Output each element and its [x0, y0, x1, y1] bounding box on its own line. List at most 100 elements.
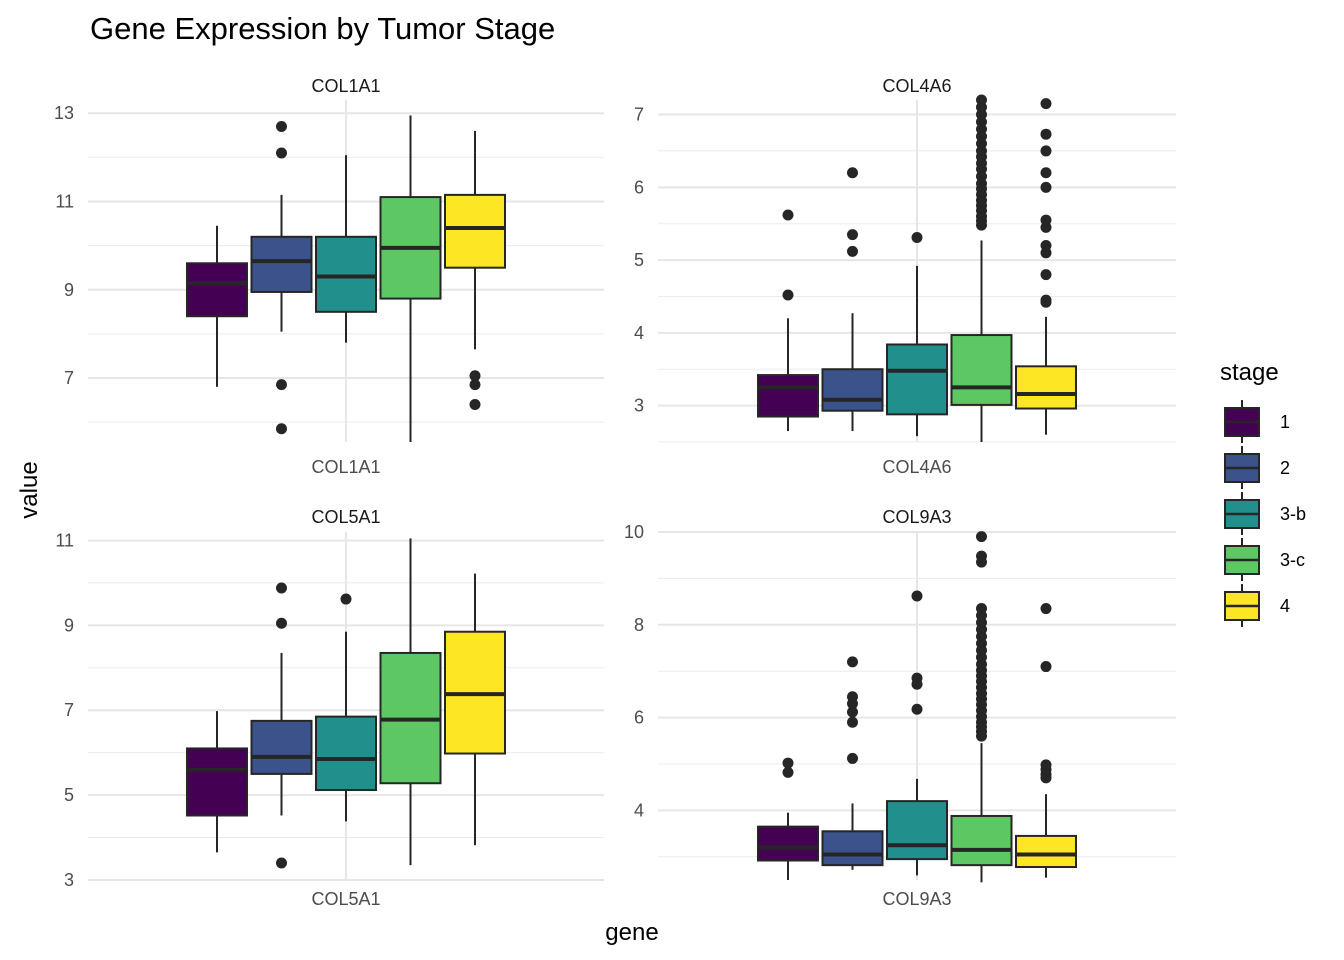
box-stage-4 [1015, 603, 1077, 878]
outlier-point [276, 857, 287, 869]
legend-item-4: 4 [1224, 584, 1290, 627]
outlier-point [911, 232, 923, 244]
outlier-point [847, 656, 858, 668]
outlier-point [1040, 296, 1052, 308]
outlier-point [469, 379, 481, 391]
panel-COL9A3: 4 6 8 10 COL9A3 COL9A3 [624, 507, 1176, 909]
outlier-point [276, 147, 287, 159]
y-tick-label: 4 [634, 323, 644, 343]
x-axis-title: gene [605, 919, 658, 946]
outlier-point [911, 590, 923, 602]
box-stage-4 [444, 130, 506, 410]
outlier-point [847, 229, 858, 241]
x-tick-label: COL1A1 [311, 457, 380, 477]
x-tick-label: COL5A1 [311, 889, 380, 909]
legend: stage 1 2 3-b 3-c 4 [1220, 359, 1306, 627]
box-iqr [1015, 834, 1077, 869]
box-stage-2 [821, 167, 884, 432]
outlier-point [1040, 181, 1052, 193]
y-tick-label: 7 [64, 700, 74, 720]
box-iqr [821, 830, 884, 867]
outlier-point [976, 730, 987, 742]
legend-label: 4 [1280, 596, 1290, 616]
box-stage-1 [186, 225, 248, 387]
box-stage-3-c [950, 94, 1013, 442]
outlier-point [469, 398, 481, 410]
box-stage-1 [757, 757, 819, 880]
y-tick-label: 5 [64, 785, 74, 805]
panel-COL1A1: 7 9 11 13 COL1A1 COL1A1 [54, 76, 604, 477]
box-stage-3-b [886, 232, 948, 437]
outlier-point [847, 752, 858, 764]
outlier-point [976, 556, 987, 568]
box-iqr [950, 814, 1013, 867]
box-stage-1 [186, 711, 248, 853]
legend-label: 2 [1280, 458, 1290, 478]
box-iqr [315, 235, 377, 313]
box-stage-3-c [379, 538, 442, 866]
legend-item-3-c: 3-c [1224, 538, 1305, 581]
box-stage-3-c [379, 115, 442, 442]
box-iqr [886, 800, 948, 861]
box-stage-4 [444, 573, 506, 846]
box-stage-3-b [886, 590, 948, 876]
box-iqr [186, 262, 248, 318]
y-tick-label: 11 [55, 530, 74, 550]
outlier-point [782, 209, 794, 221]
legend-title: stage [1220, 359, 1279, 386]
outlier-point [469, 370, 481, 382]
outlier-point [340, 593, 352, 605]
outlier-point [276, 379, 287, 391]
box-iqr [821, 368, 884, 412]
y-tick-label: 3 [64, 870, 74, 890]
legend-label: 3-b [1280, 504, 1306, 524]
y-tick-label: 5 [634, 250, 644, 270]
box-stage-3-b [315, 593, 377, 822]
y-tick-label: 10 [624, 522, 644, 542]
outlier-point [847, 706, 858, 718]
y-axis-title: value [16, 461, 43, 518]
box-stage-3-b [315, 155, 377, 343]
outlier-point [782, 757, 794, 769]
outlier-point [1040, 98, 1052, 110]
legend-item-2: 2 [1224, 446, 1290, 489]
box-iqr [950, 334, 1013, 406]
outlier-point [276, 617, 287, 629]
facet-strip-label: COL9A3 [882, 507, 951, 527]
outlier-point [911, 678, 923, 690]
outlier-point [1040, 269, 1052, 281]
box-iqr [757, 374, 819, 418]
outlier-point [1040, 128, 1052, 140]
outlier-point [847, 245, 858, 257]
y-tick-label: 3 [634, 396, 644, 416]
y-tick-label: 7 [64, 368, 74, 388]
outlier-point [976, 531, 987, 543]
box-iqr [250, 719, 313, 775]
facet-strip-label: COL5A1 [311, 507, 380, 527]
y-tick-label: 9 [64, 615, 74, 635]
box-stage-2 [821, 656, 884, 870]
x-tick-label: COL9A3 [882, 889, 951, 909]
outlier-point [976, 219, 987, 231]
box-stage-2 [250, 120, 313, 435]
legend-item-1: 1 [1224, 400, 1290, 443]
panel-COL4A6: 3 4 5 6 7 COL4A6 COL4A6 [634, 76, 1176, 477]
box-iqr [1015, 365, 1077, 410]
y-tick-label: 4 [634, 800, 644, 820]
outlier-point [847, 167, 858, 179]
legend-label: 3-c [1280, 550, 1305, 570]
outlier-point [1040, 167, 1052, 179]
outlier-point [276, 423, 287, 435]
outlier-point [847, 716, 858, 728]
chart-title: Gene Expression by Tumor Stage [90, 11, 555, 46]
y-tick-label: 6 [634, 708, 644, 728]
y-tick-label: 7 [634, 105, 644, 125]
y-tick-label: 9 [64, 280, 74, 300]
box-stage-1 [757, 209, 819, 432]
legend-item-3-b: 3-b [1224, 492, 1306, 535]
box-iqr [315, 715, 377, 792]
legend-label: 1 [1280, 412, 1290, 432]
outlier-point [911, 703, 923, 715]
y-tick-label: 13 [54, 103, 74, 123]
